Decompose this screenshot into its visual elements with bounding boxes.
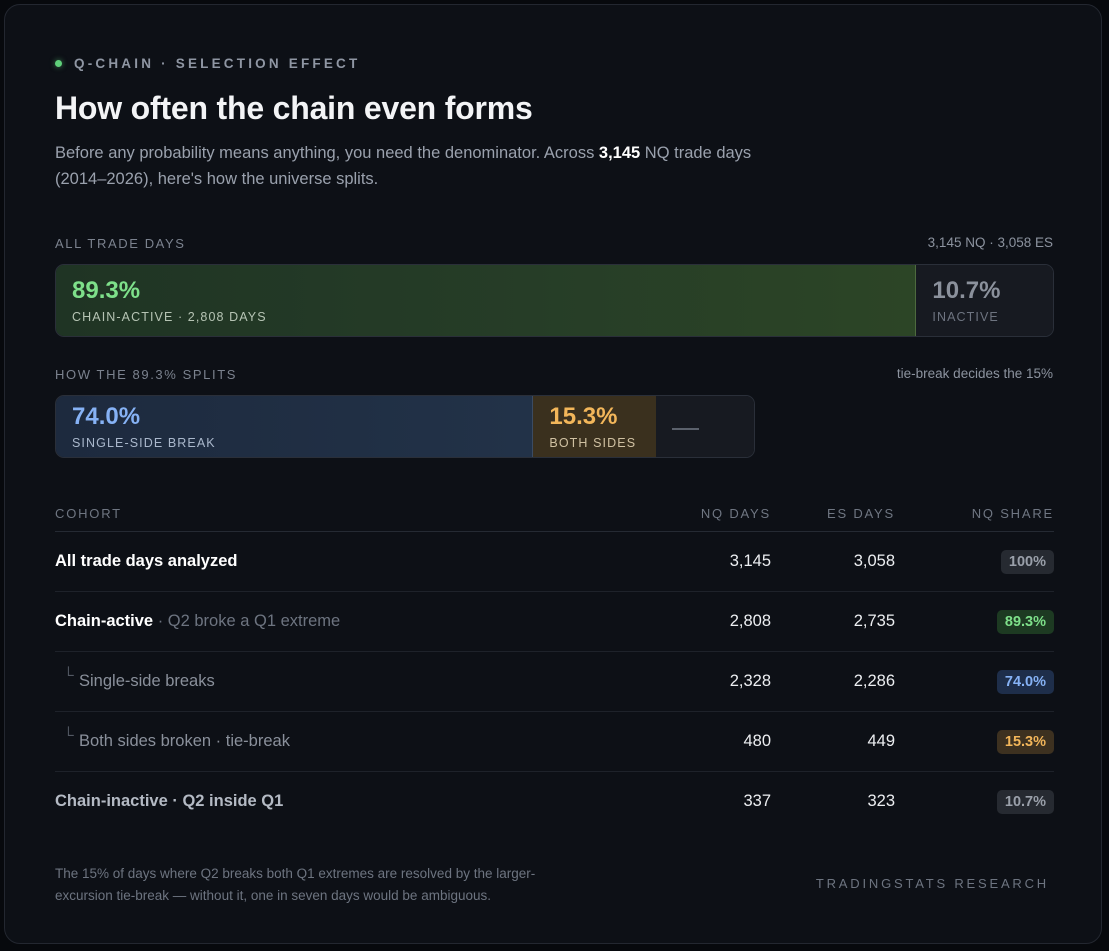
page-title: How often the chain even forms [55, 90, 533, 126]
subtitle-text-start: Before any probability means anything, y… [55, 144, 599, 162]
splits-bar: 74.0% SINGLE-SIDE BREAK 15.3% BOTH SIDES [55, 395, 755, 458]
share-badge: 100% [1000, 549, 1054, 574]
table-row: Chain-active · Q2 broke a Q1 extreme 2,8… [55, 592, 1054, 652]
es-days-cell: 449 [867, 732, 895, 750]
both-sides-label: BOTH SIDES [549, 436, 637, 450]
subtitle-text-end: NQ trade days (2014–2026), here's how th… [55, 144, 752, 188]
cohort-name: Chain-inactive · Q2 inside Q1 [55, 792, 284, 810]
nq-days-cell: 337 [743, 792, 771, 810]
selection-effect-card: Q-CHAIN · SELECTION EFFECT How often the… [4, 4, 1102, 944]
share-cell: 89.3% [895, 609, 1054, 634]
cohort-cell: Chain-active · Q2 broke a Q1 extreme [55, 612, 651, 631]
remainder-segment [656, 396, 754, 457]
tree-branch-icon: └ [63, 667, 74, 684]
nq-days-cell: 2,808 [729, 612, 771, 630]
nq-days-cell: 2,328 [729, 672, 771, 690]
single-side-label: SINGLE-SIDE BREAK [72, 436, 216, 450]
es-days-cell: 323 [867, 792, 895, 810]
es-days-cell: 2,286 [853, 672, 895, 690]
splits-note: tie-break decides the 15% [896, 366, 1053, 381]
share-badge: 15.3% [996, 729, 1054, 754]
all-days-note: 3,145 NQ · 3,058 ES [927, 235, 1053, 250]
cohort-detail: · Q2 broke a Q1 extreme [153, 612, 341, 630]
cohort-name-wrap: └ Single-side breaks [55, 667, 215, 690]
single-side-segment: 74.0% SINGLE-SIDE BREAK [56, 396, 534, 457]
brand-label: TRADINGSTATS RESEARCH [815, 876, 1049, 891]
all-days-label: ALL TRADE DAYS [55, 236, 186, 251]
eyebrow: Q-CHAIN · SELECTION EFFECT [55, 56, 360, 71]
inactive-label: INACTIVE [932, 310, 999, 324]
cohort-name: Both sides broken · tie-break [79, 732, 290, 750]
status-dot-icon [55, 60, 62, 67]
page-subtitle: Before any probability means anything, y… [55, 140, 775, 192]
both-sides-segment: 15.3% BOTH SIDES [533, 396, 657, 457]
cohort-name-wrap: └ Both sides broken · tie-break [55, 727, 290, 750]
share-badge: 10.7% [996, 789, 1054, 814]
header-nq-days: NQ DAYS [700, 505, 771, 521]
share-cell: 74.0% [895, 669, 1054, 694]
cohort-cell: └ Single-side breaks [55, 667, 651, 691]
inactive-pct: 10.7% [932, 277, 1001, 304]
chain-active-label: CHAIN-ACTIVE · 2,808 DAYS [72, 310, 267, 324]
table-row: └ Both sides broken · tie-break 480 449 1… [55, 712, 1054, 772]
both-sides-pct: 15.3% [549, 403, 618, 430]
cohort-cell: All trade days analyzed [55, 552, 651, 571]
table-row: └ Single-side breaks 2,328 2,286 74.0% [55, 652, 1054, 712]
dash-icon [672, 428, 700, 430]
cohort-name: All trade days analyzed [55, 552, 238, 570]
share-cell: 15.3% [895, 729, 1054, 754]
cohort-cell: └ Both sides broken · tie-break [55, 727, 651, 751]
nq-days-cell: 480 [743, 732, 771, 750]
splits-label: HOW THE 89.3% SPLITS [55, 367, 238, 382]
table-row: All trade days analyzed 3,145 3,058 100% [55, 532, 1054, 592]
share-badge: 89.3% [996, 609, 1054, 634]
single-side-pct: 74.0% [72, 403, 141, 430]
nq-days-cell: 3,145 [729, 552, 771, 570]
eyebrow-label: Q-CHAIN · SELECTION EFFECT [74, 56, 361, 71]
cohort-table: COHORT NQ DAYS ES DAYS NQ SHARE All trad… [55, 495, 1054, 831]
table-row: Chain-inactive · Q2 inside Q1 337 323 10… [55, 772, 1054, 831]
header-nq-share: NQ SHARE [971, 505, 1054, 521]
inactive-segment: 10.7% INACTIVE [916, 265, 1053, 336]
tree-branch-icon: └ [63, 727, 74, 744]
header-es-days: ES DAYS [827, 505, 895, 521]
subtitle-highlight: 3,145 [598, 144, 641, 162]
share-badge: 74.0% [996, 669, 1054, 694]
share-cell: 10.7% [895, 789, 1054, 814]
share-cell: 100% [895, 549, 1054, 574]
es-days-cell: 3,058 [853, 552, 895, 570]
cohort-name: Chain-active [55, 612, 154, 630]
all-days-bar: 89.3% CHAIN-ACTIVE · 2,808 DAYS 10.7% IN… [55, 264, 1054, 337]
es-days-cell: 2,735 [853, 612, 895, 630]
cohort-name: Single-side breaks [79, 672, 215, 690]
cohort-cell: Chain-inactive · Q2 inside Q1 [55, 792, 651, 811]
table-header: COHORT NQ DAYS ES DAYS NQ SHARE [55, 495, 1054, 532]
header-cohort: COHORT [55, 505, 122, 521]
chain-active-pct: 89.3% [72, 277, 141, 304]
footnote: The 15% of days where Q2 breaks both Q1 … [55, 866, 536, 903]
chain-active-segment: 89.3% CHAIN-ACTIVE · 2,808 DAYS [56, 265, 917, 336]
